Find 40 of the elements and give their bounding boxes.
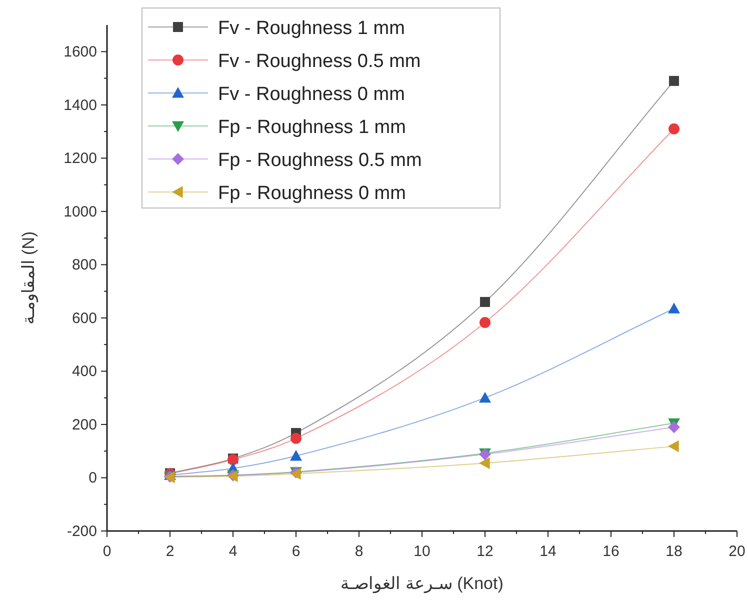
point — [290, 450, 302, 461]
y-tick-label: 1200 — [64, 150, 97, 168]
x-tick-label: 12 — [476, 543, 494, 560]
x-tick-label: 0 — [102, 543, 112, 560]
y-tick-label: -200 — [66, 523, 97, 540]
point — [668, 123, 680, 134]
x-tick-label: 4 — [228, 543, 238, 560]
y-tick-label: 1600 — [64, 44, 97, 61]
y-tick-label: 400 — [72, 363, 97, 380]
point — [668, 421, 680, 434]
legend-label: Fv - Roughness 1 mm — [218, 18, 405, 39]
legend-label: Fp - Roughness 0.5 mm — [218, 150, 422, 171]
y-tick-label: 600 — [72, 310, 97, 327]
point — [668, 440, 679, 452]
point — [290, 432, 302, 444]
y-tick-label: 800 — [72, 256, 97, 274]
x-tick-label: 18 — [666, 543, 682, 560]
y-tick-label: 0 — [88, 470, 97, 487]
y-tick-label: 1400 — [64, 96, 97, 114]
legend-label: Fv - Roughness 0.5 mm — [218, 51, 421, 72]
x-tick-label: 20 — [728, 543, 746, 560]
y-tick-label: 200 — [72, 416, 97, 434]
legend-label: Fp - Roughness 1 mm — [218, 117, 406, 138]
point — [668, 302, 680, 314]
point — [479, 392, 491, 403]
x-tick-label: 16 — [602, 543, 620, 560]
legend-label: Fv - Roughness 0 mm — [218, 84, 405, 105]
x-tick-label: 6 — [292, 543, 300, 560]
x-tick-label: 8 — [354, 543, 364, 560]
x-tick-label: 10 — [414, 543, 430, 560]
legend-label: Fp - Roughness 0 mm — [218, 183, 406, 204]
point — [480, 316, 490, 328]
point — [480, 296, 490, 307]
point — [669, 76, 679, 86]
x-tick-label: 2 — [166, 543, 174, 560]
x-tick-label: 14 — [540, 543, 556, 560]
xlabel: سـرعة الغواصـة (Knot) — [340, 574, 504, 593]
y-tick-label: 1000 — [64, 203, 97, 220]
point — [479, 457, 490, 470]
ylabel: المقاومـة (N) — [19, 231, 38, 325]
